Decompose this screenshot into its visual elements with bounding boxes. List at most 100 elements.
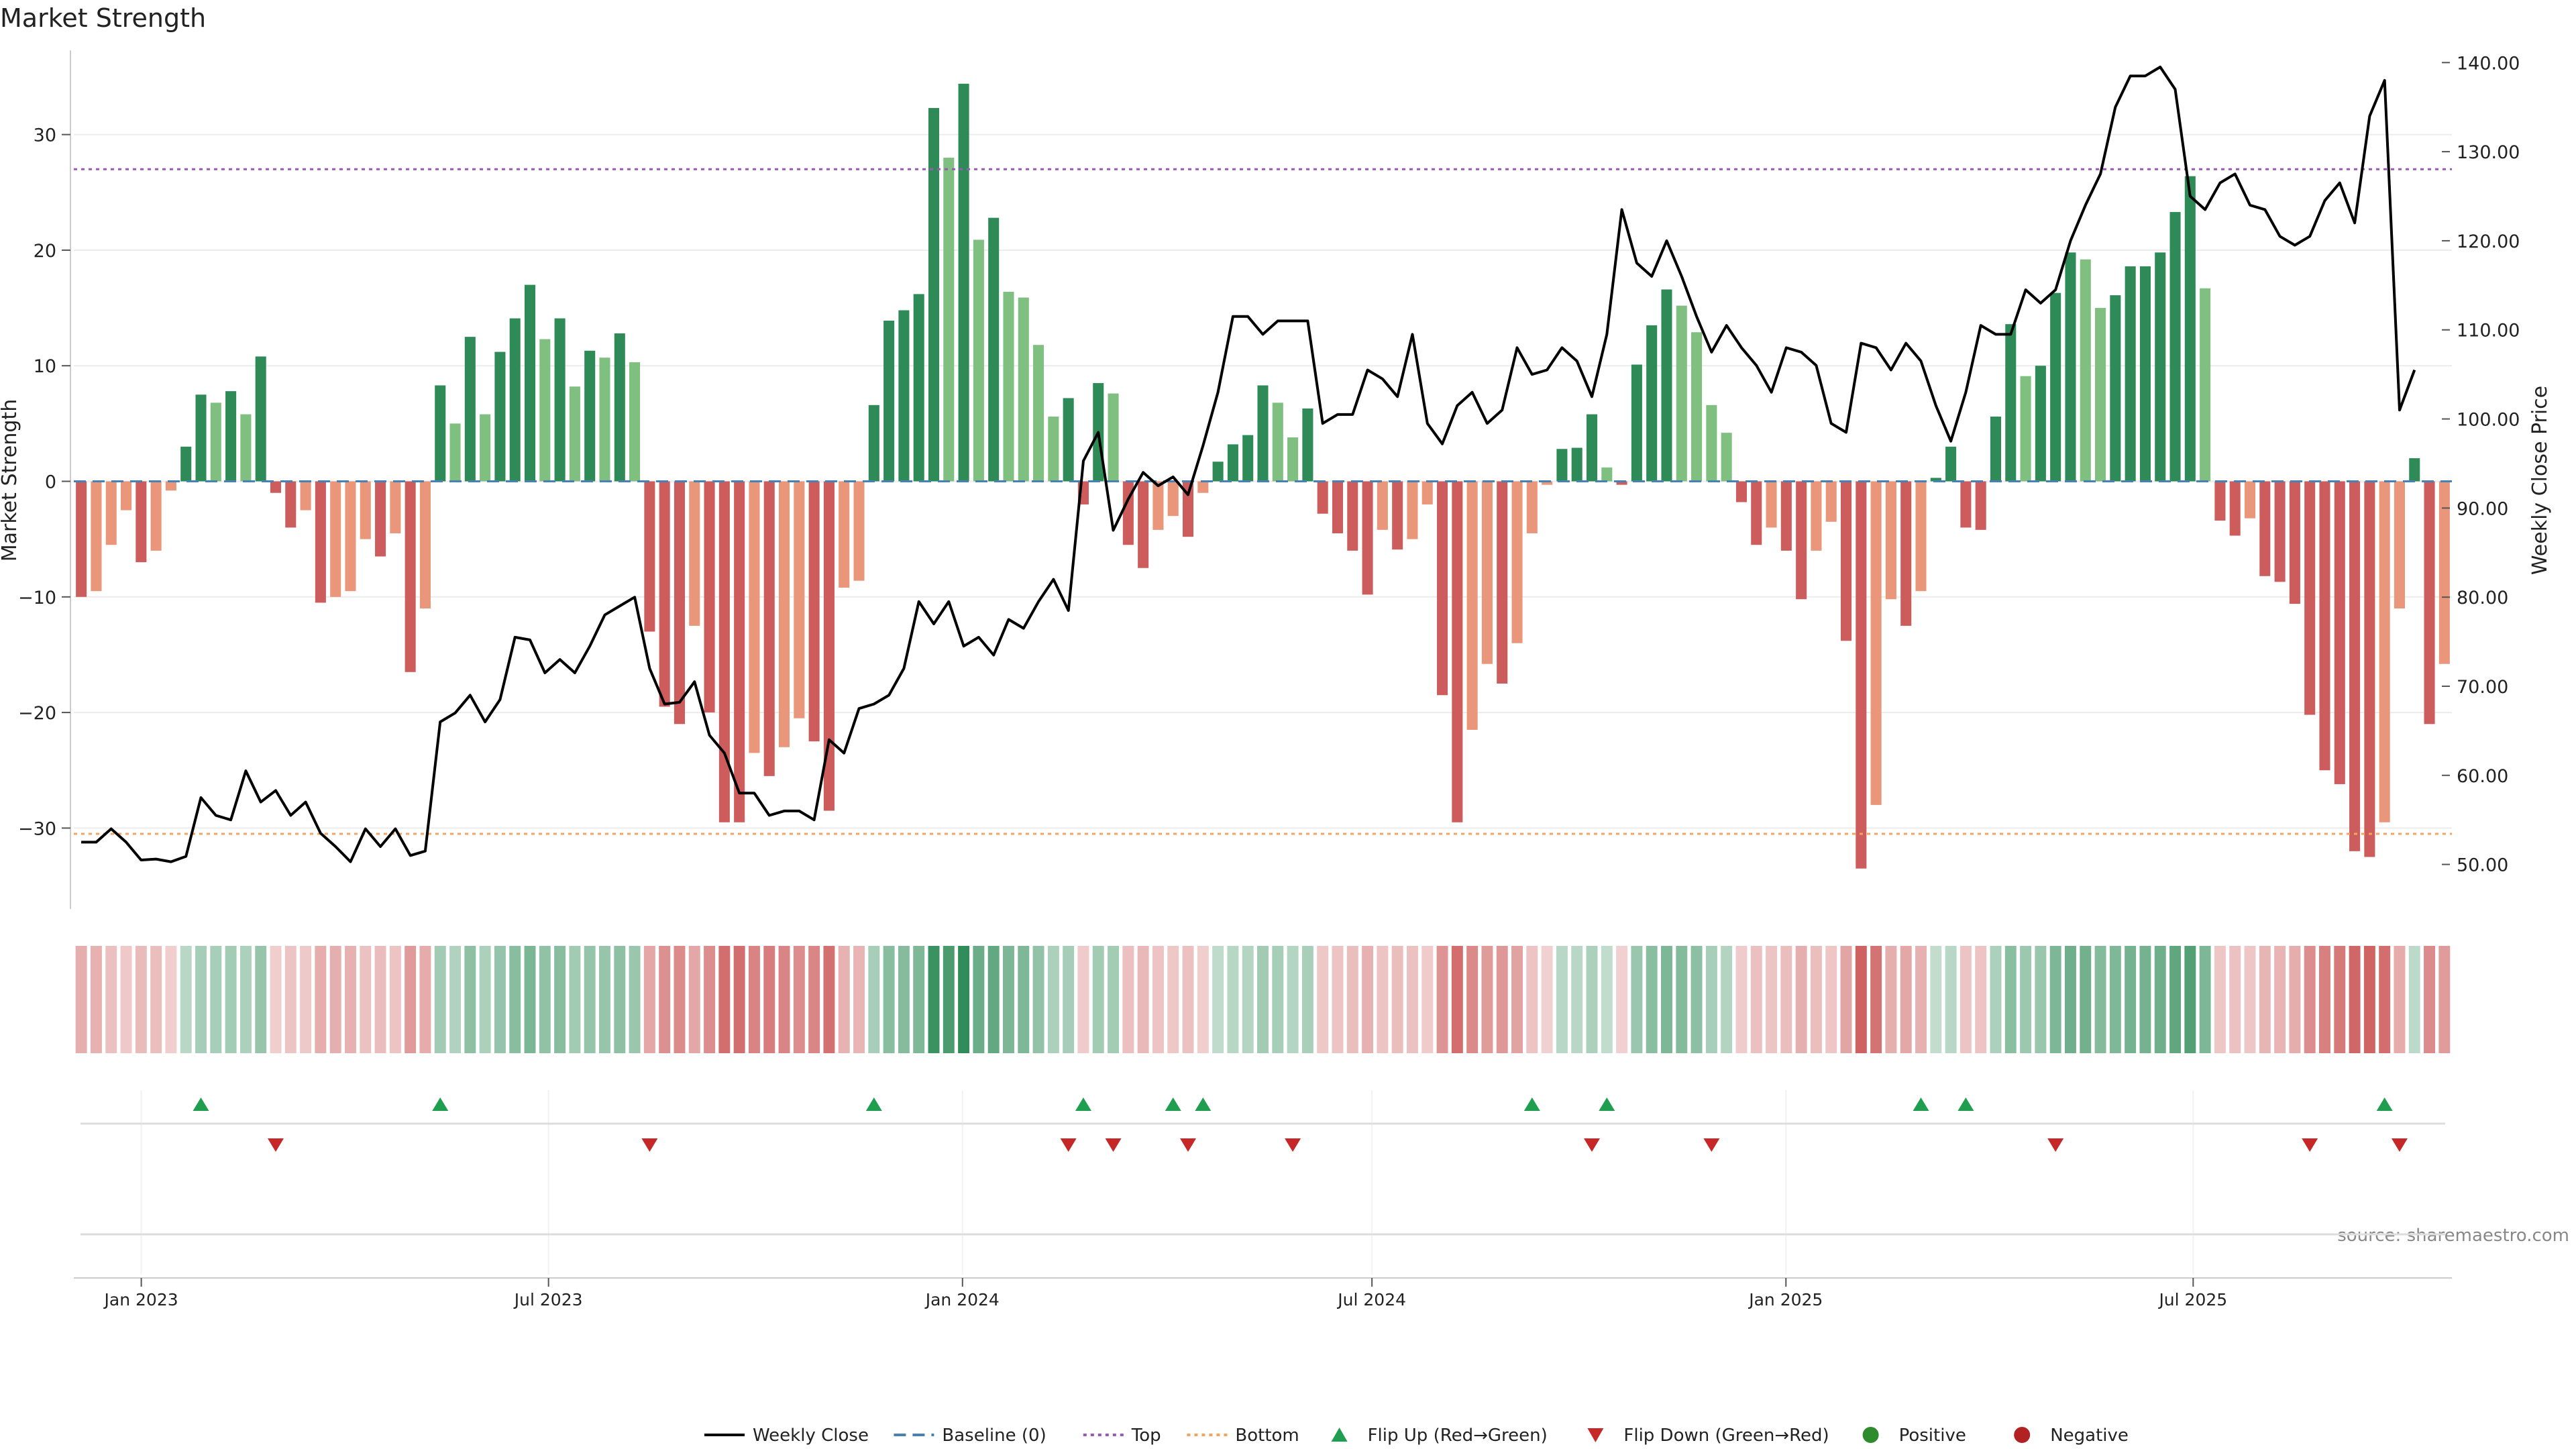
- strength-bar: [1437, 481, 1448, 696]
- heat-cell: [1152, 946, 1164, 1053]
- heat-cell: [2349, 946, 2361, 1053]
- x-tick-label: Jan 2023: [103, 1290, 178, 1309]
- y-tick-label: 10: [34, 356, 56, 377]
- heat-cell: [1526, 946, 1538, 1053]
- strength-bar: [674, 481, 685, 724]
- strength-bar: [2394, 481, 2405, 609]
- heat-cell: [2094, 946, 2106, 1053]
- strength-bar: [330, 481, 341, 597]
- heat-cell: [2424, 946, 2436, 1053]
- flip-markers: [80, 1097, 2445, 1236]
- legend-item: Bottom: [1187, 1426, 1299, 1446]
- strength-bar: [1033, 345, 1044, 482]
- strength-bar: [509, 318, 521, 482]
- heat-cell: [1915, 946, 1927, 1053]
- strength-bar: [165, 481, 176, 491]
- heat-cell: [1377, 946, 1389, 1053]
- heat-cell: [2125, 946, 2137, 1053]
- strength-bar: [1766, 481, 1777, 528]
- strength-bar: [1780, 481, 1792, 551]
- legend-item: Flip Down (Green→Red): [1587, 1426, 1829, 1446]
- strength-bar: [390, 481, 401, 534]
- heat-cell: [2289, 946, 2301, 1053]
- y2-tick-label: 120.00: [2457, 231, 2520, 252]
- strength-bar: [794, 481, 805, 718]
- strength-bar: [868, 405, 879, 482]
- x-tick-label: Jan 2024: [924, 1290, 1000, 1309]
- strength-bar: [360, 481, 371, 539]
- flip-down-marker: [641, 1138, 658, 1152]
- strength-bar: [1302, 408, 1313, 482]
- y2-tick-label: 100.00: [2457, 410, 2520, 431]
- y-tick-label: −30: [18, 818, 56, 839]
- heat-cell: [1975, 946, 1987, 1053]
- strength-bar: [1556, 449, 1568, 482]
- strength-bar: [928, 107, 940, 482]
- heat-cell: [315, 946, 327, 1053]
- flip-down-marker: [1584, 1138, 1601, 1152]
- flip-up-marker: [2376, 1097, 2393, 1111]
- heat-cell: [987, 946, 1000, 1053]
- legend-item: Weekly Close: [704, 1426, 869, 1446]
- heat-cell: [1646, 946, 1658, 1053]
- price-line-group: [81, 65, 2416, 863]
- y2-tick-label: 130.00: [2457, 142, 2520, 163]
- heat-cell: [1795, 946, 1807, 1053]
- heat-cell: [614, 946, 626, 1053]
- heat-cell: [1227, 946, 1239, 1053]
- heat-cell: [434, 946, 446, 1053]
- flip-down-marker: [2391, 1138, 2408, 1152]
- strength-bar: [973, 239, 984, 482]
- strength-bar: [1825, 481, 1837, 522]
- strength-bar: [2379, 481, 2390, 822]
- heat-cell: [1676, 946, 1688, 1053]
- strength-bar: [1167, 481, 1179, 517]
- strength-bar: [2214, 481, 2226, 521]
- heat-cell: [1945, 946, 1957, 1053]
- y2-tick-label: 140.00: [2457, 53, 2520, 74]
- strength-bar: [704, 481, 715, 713]
- strength-bar: [1421, 481, 1433, 504]
- strength-bar: [1108, 393, 1119, 482]
- strength-bar: [1631, 364, 1642, 482]
- heat-cell: [1391, 946, 1403, 1053]
- heat-cell: [2004, 946, 2017, 1053]
- heat-cell: [793, 946, 805, 1053]
- strength-bar: [749, 481, 760, 753]
- heat-cell: [75, 946, 87, 1053]
- heat-cell: [1346, 946, 1358, 1053]
- legend-swatch: [2014, 1427, 2031, 1443]
- strength-bar: [1138, 481, 1149, 568]
- heat-cell: [1556, 946, 1568, 1053]
- heat-cell: [1032, 946, 1044, 1053]
- strength-bar: [913, 294, 924, 482]
- x-axis: Jan 2023 Jul 2023 Jan 2024 Jul 2024 Jan 2025…: [74, 1277, 2452, 1309]
- heat-cell: [2304, 946, 2316, 1053]
- heat-cell: [853, 946, 865, 1053]
- legend-swatch: [1862, 1427, 1879, 1443]
- strength-bar: [988, 217, 1000, 482]
- strength-bar: [1347, 481, 1358, 551]
- legend-item: Negative: [2014, 1426, 2129, 1446]
- strength-bar: [689, 481, 700, 626]
- strength-bar: [419, 481, 431, 609]
- heat-cell: [1018, 946, 1030, 1053]
- strength-bar: [1392, 481, 1403, 550]
- heat-cell: [1721, 946, 1733, 1053]
- heat-cell: [1735, 946, 1748, 1053]
- heat-cell: [1406, 946, 1418, 1053]
- heat-cell: [2154, 946, 2166, 1053]
- strength-bar: [2020, 376, 2031, 482]
- heat-cell: [1137, 946, 1149, 1053]
- x-tick-label: Jul 2025: [2157, 1290, 2227, 1309]
- strength-bar: [1975, 481, 1986, 530]
- strength-bar: [105, 481, 117, 545]
- strength-bar: [584, 350, 596, 482]
- heat-cell: [90, 946, 102, 1053]
- heat-cell: [584, 946, 596, 1053]
- heat-cell: [1855, 946, 1867, 1053]
- heat-cell: [1780, 946, 1792, 1053]
- legend-item: Baseline (0): [894, 1426, 1046, 1446]
- flip-up-marker: [1075, 1097, 1091, 1111]
